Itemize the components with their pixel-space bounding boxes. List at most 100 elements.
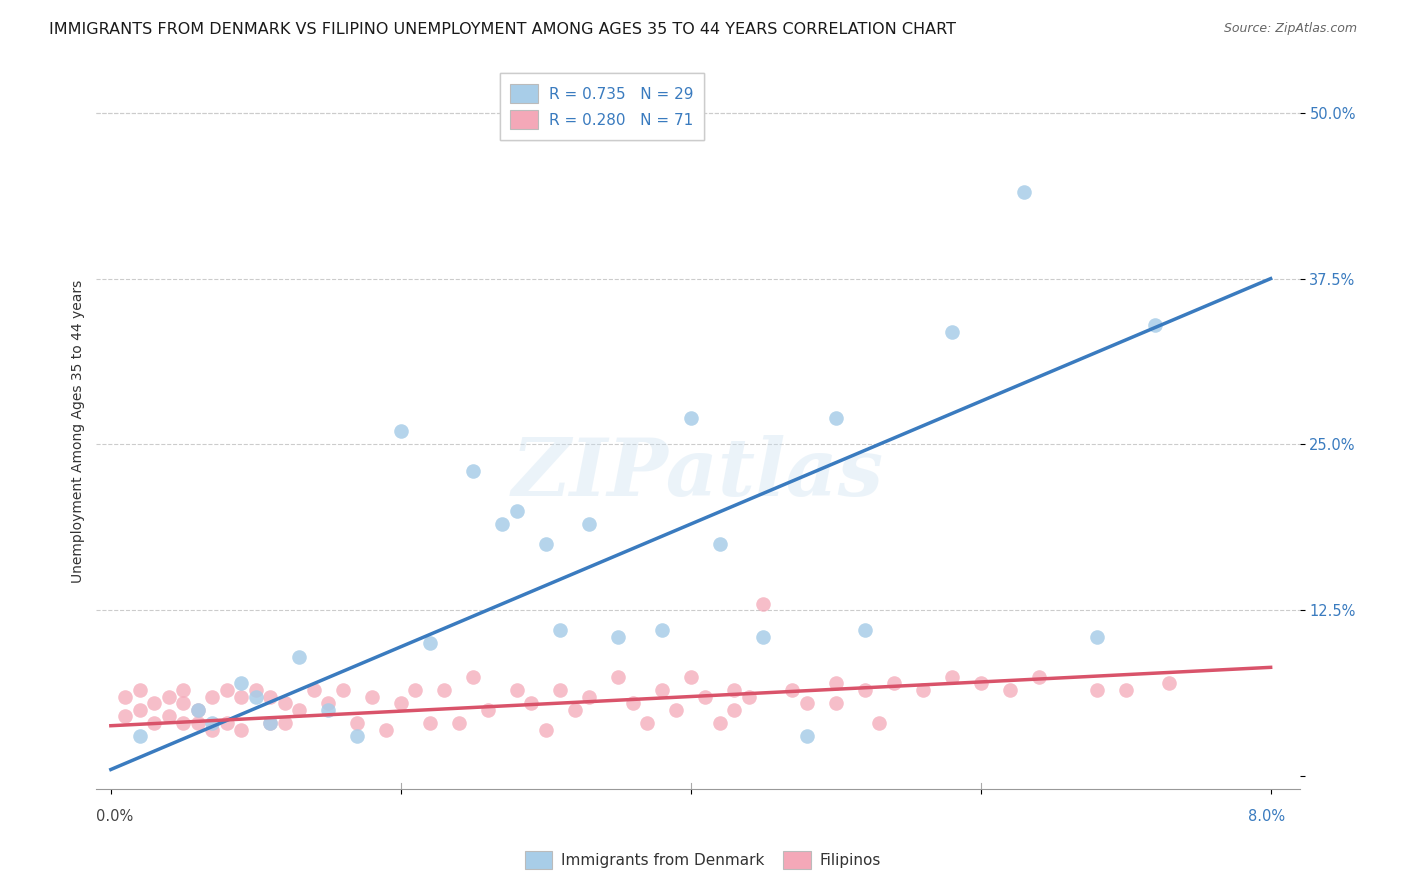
Point xyxy=(941,670,963,684)
Point xyxy=(157,709,180,723)
Point xyxy=(1028,670,1050,684)
Point xyxy=(780,682,803,697)
Point xyxy=(723,682,745,697)
Point xyxy=(128,703,150,717)
Point xyxy=(824,696,846,710)
Point xyxy=(259,716,281,731)
Point xyxy=(201,723,224,737)
Point xyxy=(853,623,876,637)
Point xyxy=(1012,186,1035,200)
Point xyxy=(404,682,426,697)
Point xyxy=(318,696,340,710)
Point xyxy=(998,682,1021,697)
Point xyxy=(463,670,485,684)
Point xyxy=(752,597,775,611)
Point xyxy=(1143,318,1166,332)
Point xyxy=(143,696,166,710)
Y-axis label: Unemployment Among Ages 35 to 44 years: Unemployment Among Ages 35 to 44 years xyxy=(72,279,86,582)
Point xyxy=(709,537,731,551)
Point xyxy=(346,716,368,731)
Point xyxy=(621,696,644,710)
Text: 8.0%: 8.0% xyxy=(1249,809,1285,824)
Point xyxy=(114,690,136,704)
Point xyxy=(651,682,673,697)
Point xyxy=(548,623,571,637)
Point xyxy=(491,517,513,532)
Point xyxy=(506,682,529,697)
Point xyxy=(463,464,485,478)
Point xyxy=(738,690,761,704)
Point xyxy=(128,682,150,697)
Text: Source: ZipAtlas.com: Source: ZipAtlas.com xyxy=(1223,22,1357,36)
Point xyxy=(1159,676,1181,690)
Point xyxy=(796,696,818,710)
Point xyxy=(143,716,166,731)
Text: 0.0%: 0.0% xyxy=(97,809,134,824)
Point xyxy=(172,716,194,731)
Point xyxy=(187,716,209,731)
Point xyxy=(274,716,297,731)
Point xyxy=(723,703,745,717)
Point xyxy=(636,716,658,731)
Point xyxy=(389,424,412,438)
Point xyxy=(564,703,586,717)
Text: ZIPatlas: ZIPatlas xyxy=(512,435,884,513)
Point xyxy=(695,690,717,704)
Point xyxy=(911,682,934,697)
Point xyxy=(187,703,209,717)
Point xyxy=(274,696,297,710)
Point xyxy=(506,504,529,518)
Point xyxy=(187,703,209,717)
Point xyxy=(231,723,253,737)
Point xyxy=(520,696,543,710)
Point xyxy=(853,682,876,697)
Point xyxy=(288,703,311,717)
Point xyxy=(607,670,630,684)
Point xyxy=(245,690,267,704)
Point xyxy=(477,703,499,717)
Point xyxy=(883,676,905,690)
Point xyxy=(1085,682,1108,697)
Point xyxy=(433,682,456,697)
Point xyxy=(389,696,412,710)
Point xyxy=(419,716,441,731)
Point xyxy=(679,411,702,425)
Point xyxy=(548,682,571,697)
Point xyxy=(231,676,253,690)
Point xyxy=(419,636,441,650)
Point xyxy=(114,709,136,723)
Point xyxy=(651,623,673,637)
Point xyxy=(318,703,340,717)
Point xyxy=(231,690,253,704)
Point xyxy=(824,676,846,690)
Point xyxy=(302,682,325,697)
Point xyxy=(665,703,688,717)
Point xyxy=(172,696,194,710)
Point xyxy=(288,649,311,664)
Point xyxy=(679,670,702,684)
Point xyxy=(201,690,224,704)
Point xyxy=(1115,682,1137,697)
Point xyxy=(578,517,600,532)
Point xyxy=(375,723,398,737)
Point xyxy=(346,729,368,743)
Point xyxy=(259,690,281,704)
Point xyxy=(824,411,846,425)
Point xyxy=(534,723,557,737)
Point xyxy=(752,630,775,644)
Point xyxy=(709,716,731,731)
Point xyxy=(1085,630,1108,644)
Point xyxy=(215,716,238,731)
Point xyxy=(259,716,281,731)
Point xyxy=(172,682,194,697)
Point xyxy=(534,537,557,551)
Legend: R = 0.735   N = 29, R = 0.280   N = 71: R = 0.735 N = 29, R = 0.280 N = 71 xyxy=(499,73,704,140)
Point xyxy=(157,690,180,704)
Point xyxy=(868,716,890,731)
Point xyxy=(941,325,963,339)
Point xyxy=(796,729,818,743)
Legend: Immigrants from Denmark, Filipinos: Immigrants from Denmark, Filipinos xyxy=(519,845,887,875)
Point xyxy=(970,676,993,690)
Point xyxy=(128,729,150,743)
Point xyxy=(201,716,224,731)
